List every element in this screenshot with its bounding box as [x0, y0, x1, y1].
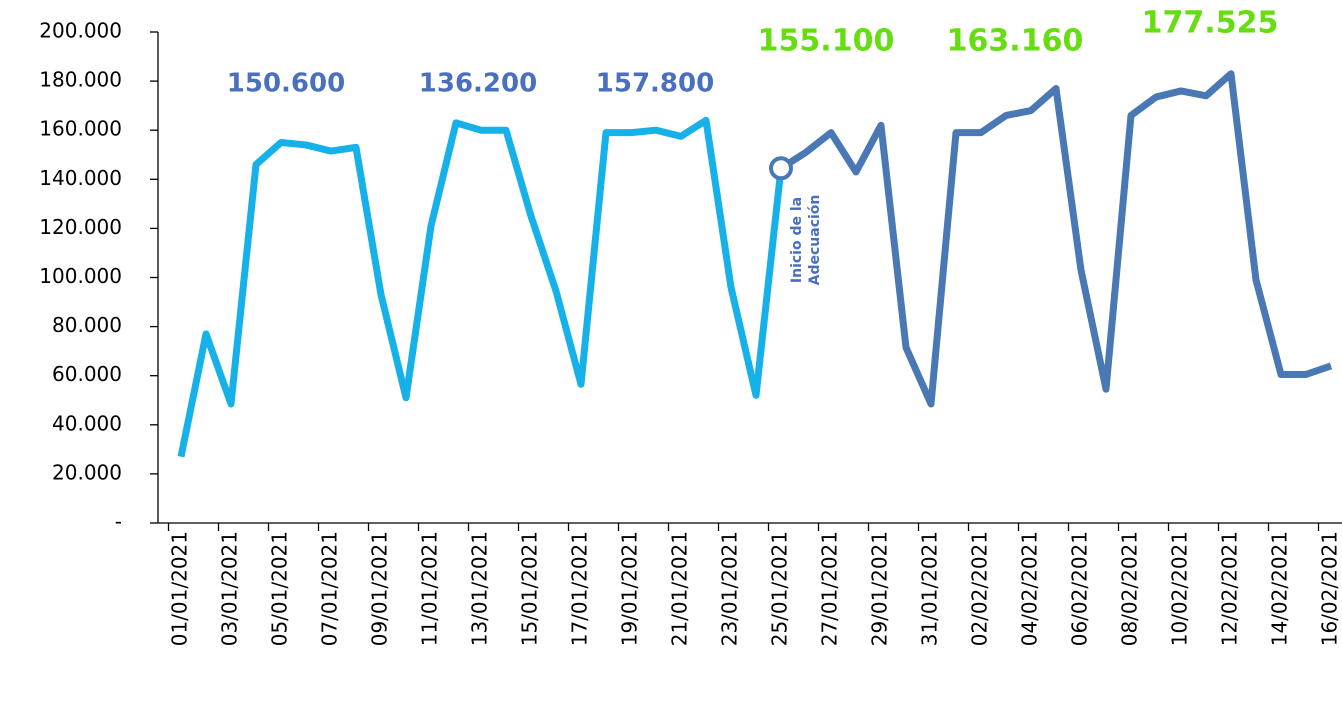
y-tick-label: 160.000: [39, 117, 122, 141]
start-marker: [769, 156, 793, 181]
x-tick-label: 23/01/2021: [718, 531, 742, 646]
x-tick-label: 19/01/2021: [618, 531, 642, 646]
series-line: [177, 116, 785, 458]
note: Inicio de la: [789, 197, 805, 283]
x-tick-label: 03/01/2021: [218, 531, 242, 646]
x-tick-label: 15/01/2021: [518, 531, 542, 646]
annotation: 136.200: [419, 69, 537, 99]
x-tick-label: 12/02/2021: [1218, 531, 1242, 646]
annotation: 177.525: [1142, 6, 1279, 41]
x-tick-label: 13/01/2021: [468, 531, 492, 646]
x-tick-label: 05/01/2021: [268, 531, 292, 646]
x-tick-label: 01/01/2021: [168, 531, 192, 646]
y-tick-label: 200.000: [39, 19, 122, 43]
x-tick-label: 04/02/2021: [1018, 531, 1042, 646]
x-tick-label: 17/01/2021: [568, 531, 592, 646]
x-tick-label: 11/01/2021: [418, 531, 442, 646]
x-tick-label: 06/02/2021: [1068, 531, 1092, 646]
x-tick-label: 08/02/2021: [1118, 531, 1142, 646]
x-tick-label: 10/02/2021: [1168, 531, 1192, 646]
x-tick-label: 29/01/2021: [868, 531, 892, 646]
x-tick-label: 21/01/2021: [668, 531, 692, 646]
x-tick-label: 25/01/2021: [768, 531, 792, 646]
note: Adecuación: [807, 195, 823, 286]
y-tick-label: 100.000: [39, 264, 122, 288]
annotation: 157.800: [596, 69, 714, 99]
x-tick-label: 14/02/2021: [1268, 531, 1292, 646]
x-tick-label: 27/01/2021: [818, 531, 842, 646]
x-tick-label: 07/01/2021: [318, 531, 342, 646]
x-tick-label: 16/02/2021: [1318, 531, 1342, 646]
x-tick-label: 02/02/2021: [968, 531, 992, 646]
y-tick-label: 60.000: [52, 362, 122, 386]
annotation: 150.600: [227, 69, 345, 99]
y-tick-label: 80.000: [52, 313, 122, 337]
y-tick-label: 180.000: [39, 68, 122, 92]
y-tick-label: 20.000: [52, 460, 122, 484]
annotation: 155.100: [758, 24, 895, 59]
y-tick-label: 140.000: [39, 166, 122, 190]
y-tick-label: 40.000: [52, 411, 122, 435]
y-tick-label: 120.000: [39, 215, 122, 239]
x-tick-label: 31/01/2021: [918, 531, 942, 646]
series-line: [779, 70, 1333, 408]
y-tick-label: -: [115, 510, 122, 534]
x-tick-label: 09/01/2021: [368, 531, 392, 646]
annotation: 163.160: [947, 24, 1084, 59]
